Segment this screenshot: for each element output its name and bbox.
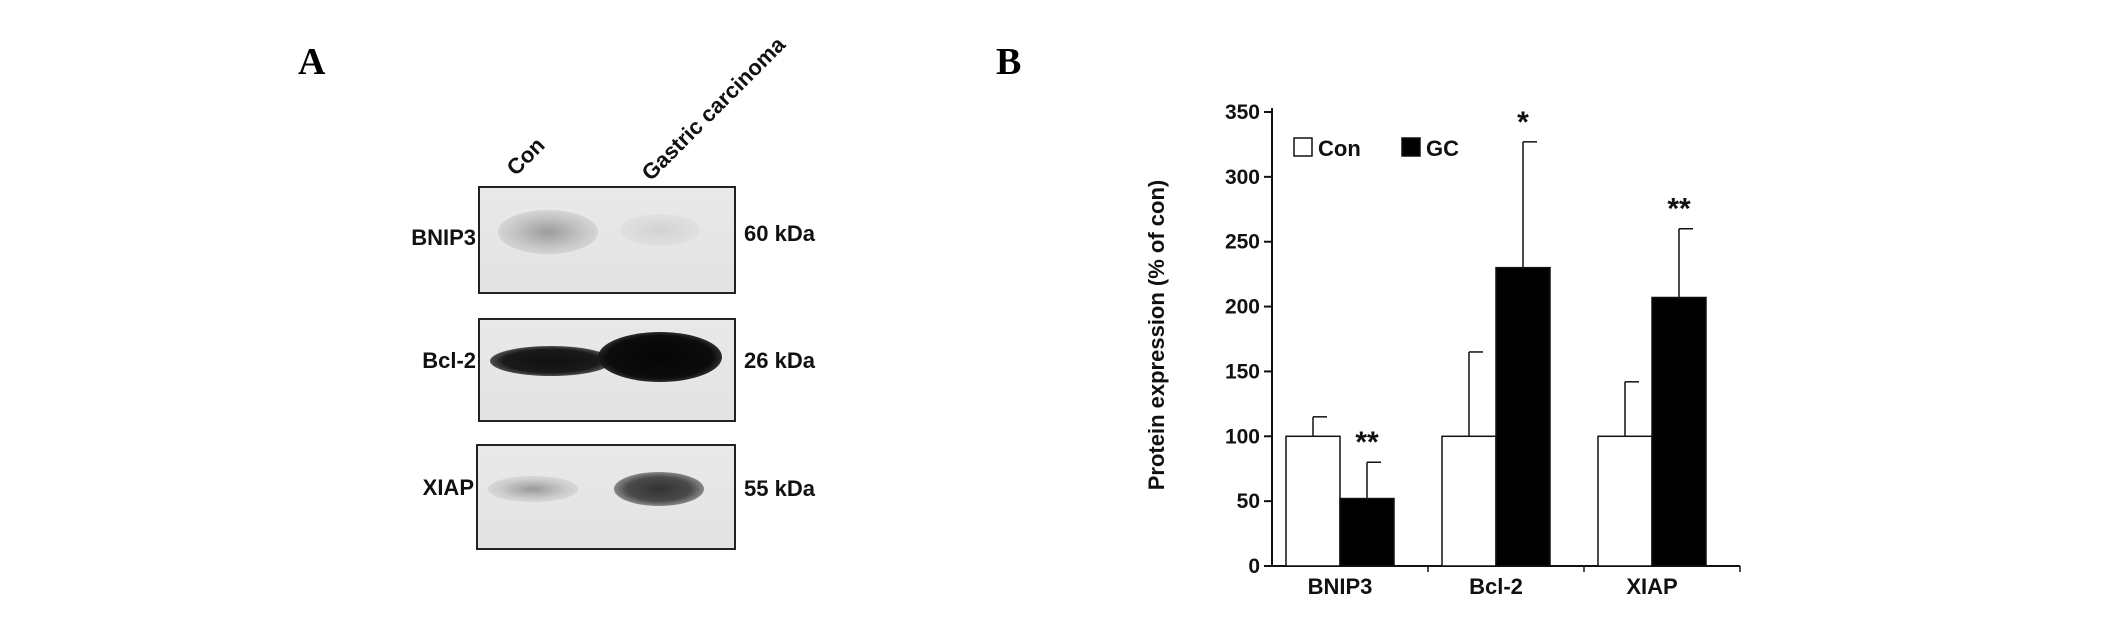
panel-letter-b: B	[996, 41, 1022, 83]
y-axis-label: Protein expression (% of con)	[1144, 180, 1169, 491]
band-xiap-gc	[614, 472, 704, 506]
y-tick-label: 150	[1225, 360, 1260, 383]
significance-marker: **	[1355, 426, 1379, 459]
y-tick-label: 200	[1225, 296, 1260, 319]
kda-label-bcl2: 26 kDa	[744, 348, 815, 373]
blot-box-xiap	[476, 444, 736, 550]
bar-con-xiap	[1597, 435, 1653, 567]
band-bnip3-con	[498, 210, 598, 254]
legend: Con GC	[1293, 136, 1459, 161]
band-bcl2-con	[490, 346, 612, 376]
x-tick-label: BNIP3	[1308, 574, 1373, 599]
bar-chart: Protein expression (% of con) 0 50 100 150 2…	[1144, 101, 1741, 599]
lane-label-gastric-carcinoma: Gastric carcinoma	[636, 31, 791, 186]
legend-swatch-con	[1293, 137, 1313, 157]
blot-box-bnip3	[478, 186, 736, 294]
x-tick-label: Bcl-2	[1469, 574, 1523, 599]
y-tick-label: 350	[1225, 101, 1260, 124]
y-tick-label: 100	[1225, 425, 1260, 448]
bar-gc-bnip3	[1339, 497, 1395, 567]
band-xiap-con	[488, 476, 578, 502]
bars: *****	[1285, 106, 1707, 567]
legend-label-con: Con	[1318, 136, 1361, 161]
band-bcl2-gc	[598, 332, 722, 382]
bar-gc-bcl2	[1495, 266, 1551, 567]
significance-marker: **	[1667, 193, 1691, 226]
bar-con-bnip3	[1285, 435, 1341, 567]
protein-label-bnip3: BNIP3	[411, 225, 476, 250]
panel-letter-a: A	[298, 41, 326, 83]
legend-swatch-gc	[1401, 137, 1421, 157]
x-tick-label: XIAP	[1626, 574, 1677, 599]
bar-gc-xiap	[1651, 296, 1707, 567]
y-tick-label: 300	[1225, 166, 1260, 189]
kda-label-xiap: 55 kDa	[744, 476, 815, 501]
blot-box-bcl2	[478, 318, 736, 422]
protein-label-xiap: XIAP	[422, 475, 474, 500]
legend-label-gc: GC	[1426, 136, 1459, 161]
y-tick-label: 250	[1225, 231, 1260, 254]
bar-con-bcl2	[1441, 435, 1497, 567]
band-bnip3-gc	[620, 214, 700, 246]
lane-label-con: Con	[501, 132, 550, 181]
y-tick-label: 50	[1237, 490, 1260, 513]
y-tick-label: 0	[1248, 555, 1260, 578]
significance-marker: *	[1517, 106, 1529, 139]
kda-label-bnip3: 60 kDa	[744, 221, 815, 246]
protein-label-bcl2: Bcl-2	[422, 348, 476, 373]
